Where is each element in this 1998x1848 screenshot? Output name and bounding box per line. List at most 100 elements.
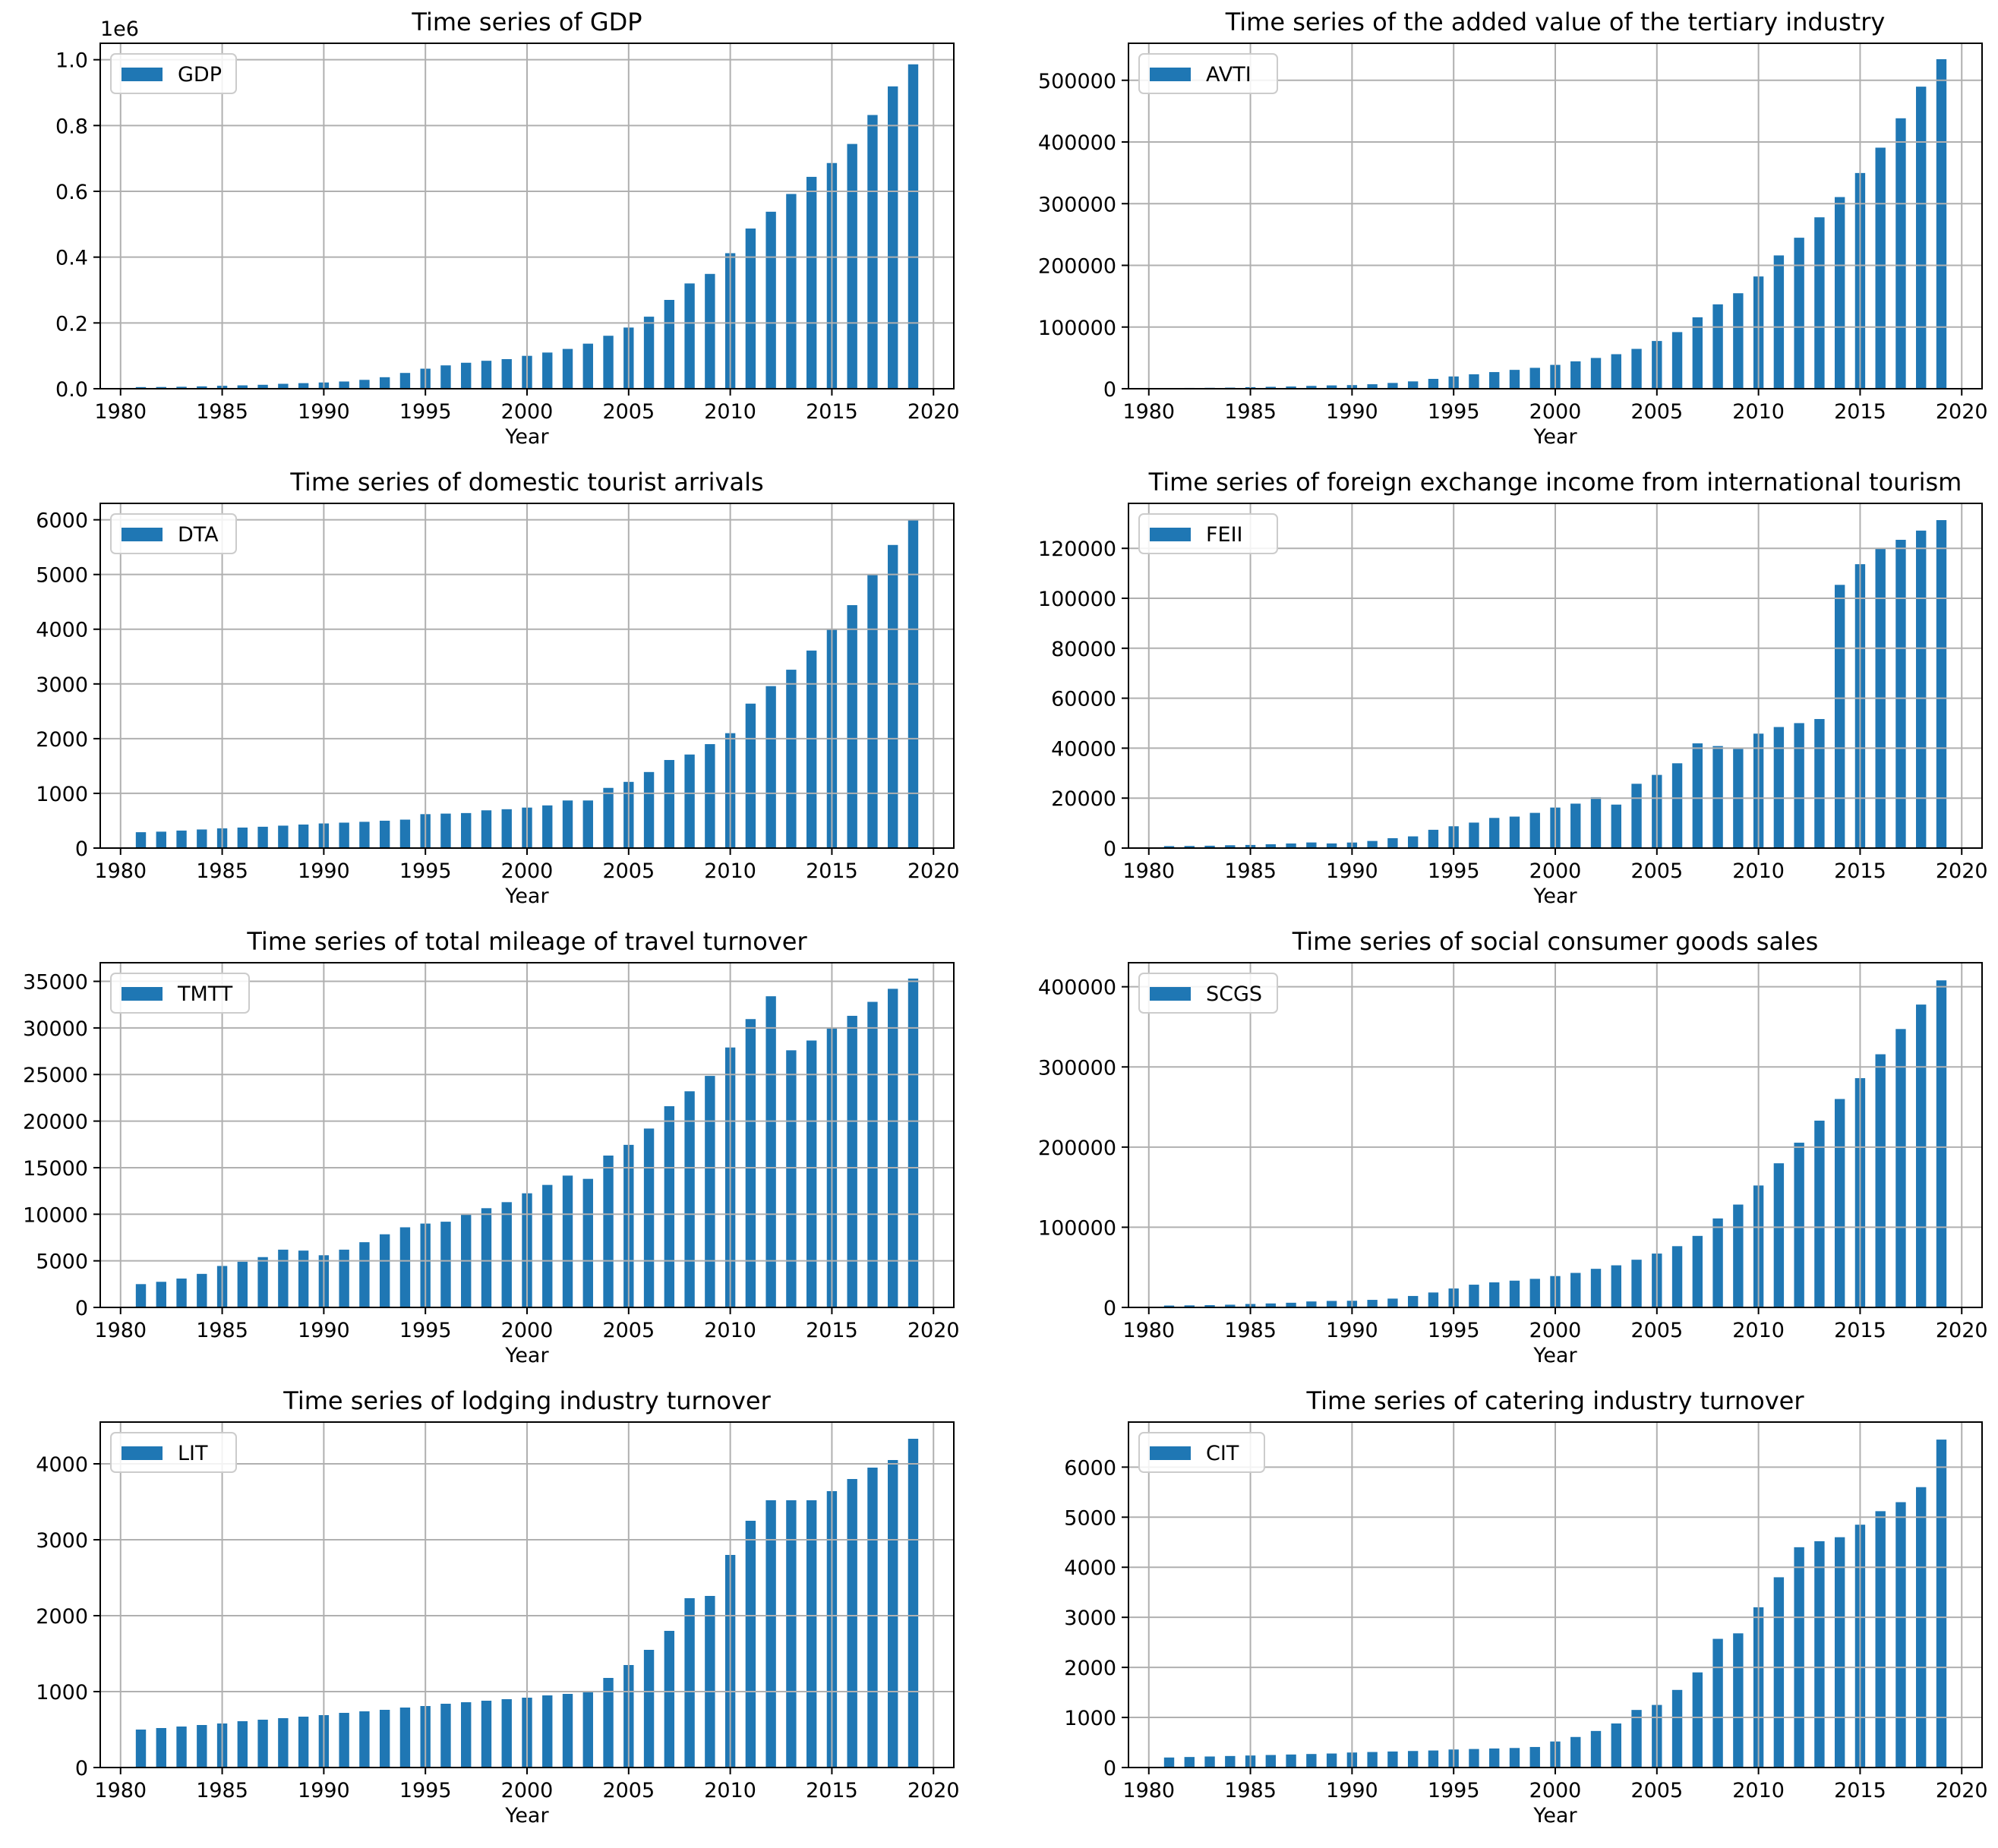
legend-label: SCGS: [1206, 982, 1262, 1006]
y-tick-label: 0.8: [55, 115, 88, 138]
legend-box: [110, 1432, 237, 1473]
chart-title: Time series of GDP: [411, 8, 642, 36]
bar-1993: [379, 1234, 390, 1307]
bar-1987: [257, 384, 268, 389]
y-tick-label: 80000: [1051, 638, 1116, 661]
x-tick-label: 1995: [399, 400, 452, 424]
bar-1997: [1489, 818, 1500, 848]
bar-1983: [1204, 845, 1215, 848]
legend-label: LIT: [178, 1442, 208, 1465]
bar-2006: [1671, 1689, 1683, 1768]
x-tick-label: 1985: [196, 1319, 248, 1342]
legend-box: [110, 513, 237, 554]
chart-panel-5: 1980 1985 1990 1995 2000 2005 2010 2015 2020 0 500…: [23, 927, 960, 1367]
bar-1994: [399, 373, 411, 389]
bar-1991: [339, 381, 349, 389]
bar-2006: [1671, 332, 1683, 389]
bar-2001: [1570, 1736, 1581, 1768]
bar-1982: [156, 831, 166, 848]
bar-2007: [664, 1631, 675, 1768]
bar-1988: [1306, 842, 1317, 848]
bar-2009: [1733, 1204, 1744, 1307]
y-tick-label: 4000: [36, 619, 88, 642]
x-tick-label: 1985: [196, 859, 248, 883]
bar-1993: [1407, 836, 1419, 848]
bar-2009: [705, 1076, 715, 1307]
bar-2003: [582, 1178, 593, 1307]
bar-1998: [481, 361, 492, 389]
x-tick-label: 2010: [1732, 1319, 1785, 1342]
bar-2019: [1936, 58, 1947, 389]
bar-2019: [907, 1439, 919, 1768]
bar-2003: [582, 800, 593, 848]
y-tick-label: 3000: [1064, 1607, 1116, 1630]
x-tick-label: 1990: [298, 400, 350, 424]
bar-1981: [135, 832, 147, 848]
x-tick-label: 2015: [806, 1779, 858, 1802]
bar-2013: [786, 1050, 797, 1307]
x-tick-label: 1980: [1122, 1779, 1175, 1802]
y-tick-label: 500000: [1038, 70, 1116, 93]
bar-2006: [643, 1128, 655, 1307]
bar-1991: [1367, 1752, 1378, 1768]
bar-2012: [1794, 1143, 1804, 1307]
bar-2008: [684, 1091, 695, 1307]
legend: FEII: [1138, 513, 1278, 554]
bar-1991: [339, 822, 349, 848]
bar-2017: [867, 115, 878, 389]
x-tick-label: 2010: [704, 1319, 756, 1342]
bar-1986: [1265, 386, 1277, 389]
bar-2013: [786, 194, 797, 389]
x-tick-label: 2020: [907, 1319, 960, 1342]
legend: AVTI: [1138, 53, 1278, 94]
bar-2018: [1916, 1487, 1927, 1768]
bar-2016: [1875, 1054, 1886, 1307]
bar-1988: [1306, 386, 1317, 389]
bar-1987: [257, 826, 268, 848]
bar-2014: [806, 1500, 817, 1768]
bar-1997: [1489, 372, 1500, 389]
x-tick-label: 2005: [602, 859, 655, 883]
legend-box: [110, 973, 250, 1014]
x-axis-label: Year: [1532, 885, 1577, 908]
x-tick-label: 1995: [1428, 1779, 1480, 1802]
x-tick-label: 1985: [1224, 859, 1277, 883]
legend: SCGS: [1138, 973, 1278, 1014]
chart-title: Time series of social consumer goods sal…: [1292, 927, 1819, 956]
bar-2006: [1671, 1246, 1683, 1307]
bar-2017: [867, 1468, 878, 1768]
bar-2012: [765, 211, 776, 389]
bar-1987: [1286, 386, 1296, 389]
x-axis-label: Year: [1532, 1344, 1577, 1367]
x-tick-label: 1980: [94, 1779, 147, 1802]
bar-2007: [664, 759, 675, 848]
x-tick-label: 1990: [1326, 859, 1378, 883]
y-tick-label: 5000: [36, 564, 88, 588]
x-tick-label: 1980: [1122, 859, 1175, 883]
bar-1986: [237, 1261, 248, 1307]
x-tick-label: 1995: [399, 859, 452, 883]
bar-1989: [1326, 1301, 1337, 1307]
y-tick-label: 6000: [1064, 1456, 1116, 1480]
bar-1993: [1407, 381, 1419, 389]
y-tick-label: 200000: [1038, 255, 1116, 279]
chart-panel-6: 1980 1985 1990 1995 2000 2005 2010 2015 2020 0 100…: [1038, 927, 1988, 1367]
legend: CIT: [1138, 1432, 1265, 1473]
y-tick-label: 300000: [1038, 1056, 1116, 1080]
y-tick-label: 5000: [36, 1250, 88, 1274]
bar-2009: [705, 744, 715, 848]
bar-1984: [197, 829, 207, 848]
bar-1991: [339, 1713, 349, 1768]
bar-1996: [1469, 822, 1479, 848]
legend-box: [1138, 513, 1278, 554]
x-tick-label: 1980: [94, 859, 147, 883]
y-tick-label: 2000: [36, 728, 88, 752]
bar-2011: [1773, 255, 1785, 389]
y-tick-label: 10000: [23, 1203, 88, 1227]
x-tick-label: 1980: [94, 1319, 147, 1342]
bar-2014: [806, 1040, 817, 1307]
x-tick-label: 1985: [196, 400, 248, 424]
chart-panel-2: 1980 1985 1990 1995 2000 2005 2010 2015 2020 0 100…: [1038, 8, 1988, 449]
chart-title: Time series of the added value of the te…: [1225, 8, 1886, 36]
chart-title: Time series of catering industry turnove…: [1306, 1386, 1805, 1415]
